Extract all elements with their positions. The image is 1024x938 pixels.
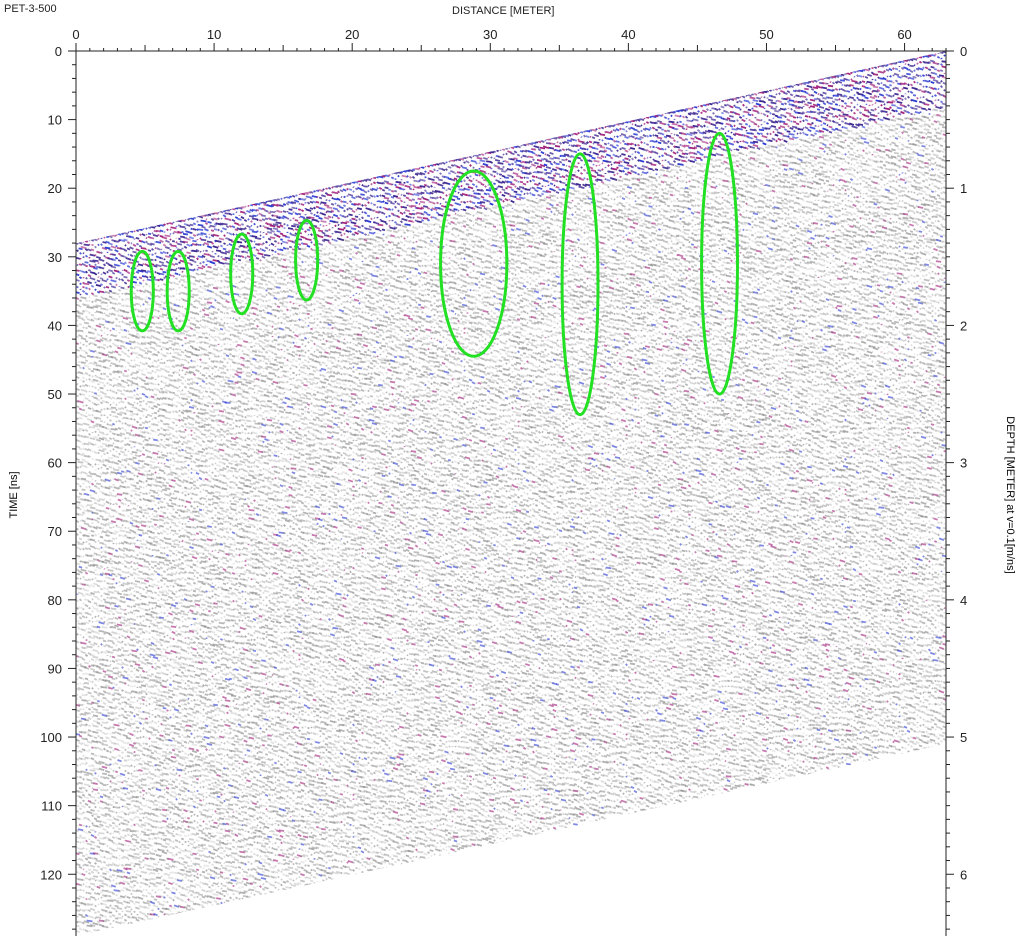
y-tick-label: 90 bbox=[48, 661, 62, 676]
y-tick-label: 0 bbox=[55, 44, 62, 59]
y-tick-label: 20 bbox=[48, 181, 62, 196]
y-tick-label: 30 bbox=[48, 250, 62, 265]
y2-tick-label: 6 bbox=[960, 867, 967, 882]
y-tick-label: 80 bbox=[48, 593, 62, 608]
annotation-ellipse bbox=[296, 220, 318, 300]
y2-tick-label: 1 bbox=[960, 181, 967, 196]
y-axis-title: TIME [ns] bbox=[8, 471, 20, 518]
x-tick-label: 30 bbox=[483, 27, 497, 42]
y-tick-label: 70 bbox=[48, 524, 62, 539]
y2-axis-title: DEPTH [METER] at v=0.1[m/ns] bbox=[1004, 416, 1016, 573]
y-tick-label: 60 bbox=[48, 456, 62, 471]
y2-tick-label: 2 bbox=[960, 318, 967, 333]
y2-tick-label: 4 bbox=[960, 593, 967, 608]
y2-tick-label: 3 bbox=[960, 456, 967, 471]
y-tick-label: 120 bbox=[40, 867, 62, 882]
x-tick-label: 50 bbox=[759, 27, 773, 42]
y-tick-label: 110 bbox=[41, 799, 62, 814]
y-tick-label: 10 bbox=[48, 113, 62, 128]
x-tick-label: 20 bbox=[345, 27, 359, 42]
x-tick-label: 0 bbox=[72, 27, 79, 42]
y-axis-ticks: 0 10 20 30 40 50 60 70 80 90 100 110 120 bbox=[40, 44, 76, 929]
annotation-ellipse bbox=[167, 251, 189, 331]
y-tick-label: 50 bbox=[48, 387, 62, 402]
y-tick-label: 100 bbox=[40, 730, 62, 745]
profile-title: PET-3-500 bbox=[4, 3, 57, 15]
y2-tick-label: 5 bbox=[960, 730, 967, 745]
x-tick-label: 60 bbox=[897, 27, 911, 42]
x-axis-title: DISTANCE [METER] bbox=[452, 5, 554, 17]
x-tick-label: 10 bbox=[207, 27, 221, 42]
y2-axis-ticks: 0 1 2 3 4 5 6 bbox=[946, 44, 967, 929]
y-tick-label: 40 bbox=[48, 318, 62, 333]
x-tick-label: 40 bbox=[621, 27, 635, 42]
radargram-traces bbox=[75, 52, 948, 937]
x-axis-ticks: 0 10 20 30 40 50 60 bbox=[72, 27, 946, 51]
y2-tick-label: 0 bbox=[960, 44, 967, 59]
